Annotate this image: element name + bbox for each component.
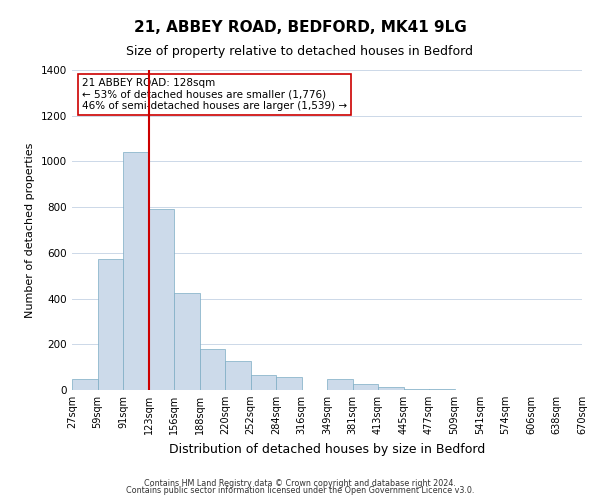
Bar xyxy=(276,378,302,390)
Text: 21, ABBEY ROAD, BEDFORD, MK41 9LG: 21, ABBEY ROAD, BEDFORD, MK41 9LG xyxy=(134,20,466,35)
Bar xyxy=(353,384,378,390)
Bar xyxy=(378,386,404,390)
Bar xyxy=(149,210,174,390)
Bar xyxy=(404,389,429,390)
Y-axis label: Number of detached properties: Number of detached properties xyxy=(25,142,35,318)
Bar xyxy=(327,378,353,390)
Bar xyxy=(199,349,225,390)
Text: Contains public sector information licensed under the Open Government Licence v3: Contains public sector information licen… xyxy=(126,486,474,495)
Bar xyxy=(72,378,97,390)
Bar xyxy=(225,362,251,390)
Bar xyxy=(174,293,199,390)
Text: 21 ABBEY ROAD: 128sqm
← 53% of detached houses are smaller (1,776)
46% of semi-d: 21 ABBEY ROAD: 128sqm ← 53% of detached … xyxy=(82,78,347,111)
Text: Size of property relative to detached houses in Bedford: Size of property relative to detached ho… xyxy=(127,45,473,58)
Text: Contains HM Land Registry data © Crown copyright and database right 2024.: Contains HM Land Registry data © Crown c… xyxy=(144,478,456,488)
Bar xyxy=(123,152,149,390)
Bar xyxy=(429,389,455,390)
X-axis label: Distribution of detached houses by size in Bedford: Distribution of detached houses by size … xyxy=(169,442,485,456)
Bar xyxy=(251,375,276,390)
Bar xyxy=(97,258,123,390)
